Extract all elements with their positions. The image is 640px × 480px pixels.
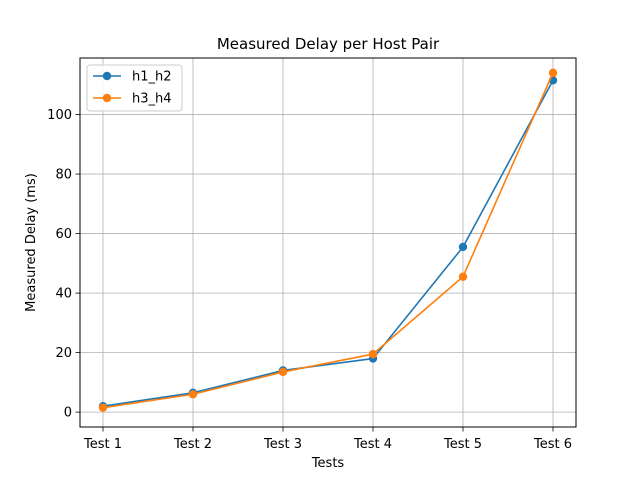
y-axis-label: Measured Delay (ms) bbox=[24, 173, 39, 312]
series-line-h1_h2 bbox=[102, 79, 554, 407]
x-tick-label: Test 3 bbox=[263, 437, 302, 452]
x-tick-label: Test 4 bbox=[353, 437, 392, 452]
y-tick-label: 0 bbox=[64, 406, 72, 421]
legend: h1_h2 h3_h4 bbox=[86, 64, 183, 112]
data-point-h3_h4 bbox=[278, 367, 288, 377]
y-tick-label: 20 bbox=[55, 346, 72, 361]
y-tick-label: 60 bbox=[55, 227, 72, 242]
x-tick-label: Test 1 bbox=[83, 437, 122, 452]
x-tick-label: Test 5 bbox=[443, 437, 482, 452]
legend-marker-h3_h4 bbox=[102, 93, 112, 103]
series-line-h3_h4 bbox=[102, 72, 554, 409]
series-group bbox=[98, 68, 558, 412]
x-axis-label: Tests bbox=[311, 456, 345, 471]
y-tick-label: 100 bbox=[47, 108, 72, 123]
x-tick-label: Test 6 bbox=[533, 437, 572, 452]
legend-marker-h1_h2 bbox=[102, 71, 112, 81]
grid-lines bbox=[80, 58, 576, 427]
axis-ticks: Test 1 Test 2 Test 3 Test 4 Test 5 Test 6 0 20 4… bbox=[47, 108, 572, 452]
x-tick-label: Test 2 bbox=[173, 437, 212, 452]
data-point-h3_h4 bbox=[188, 390, 198, 399]
data-point-h3_h4 bbox=[368, 349, 378, 359]
data-point-h3_h4 bbox=[98, 403, 108, 412]
y-tick-label: 80 bbox=[55, 168, 72, 183]
legend-label: h3_h4 bbox=[132, 92, 172, 107]
legend-label: h1_h2 bbox=[132, 70, 172, 85]
y-tick-label: 40 bbox=[55, 287, 72, 302]
data-point-h3_h4 bbox=[458, 272, 468, 281]
data-point-h1_h2 bbox=[458, 242, 468, 252]
data-point-h3_h4 bbox=[548, 68, 558, 78]
plot-area-frame bbox=[79, 57, 577, 428]
chart-title: Measured Delay per Host Pair bbox=[217, 35, 440, 53]
